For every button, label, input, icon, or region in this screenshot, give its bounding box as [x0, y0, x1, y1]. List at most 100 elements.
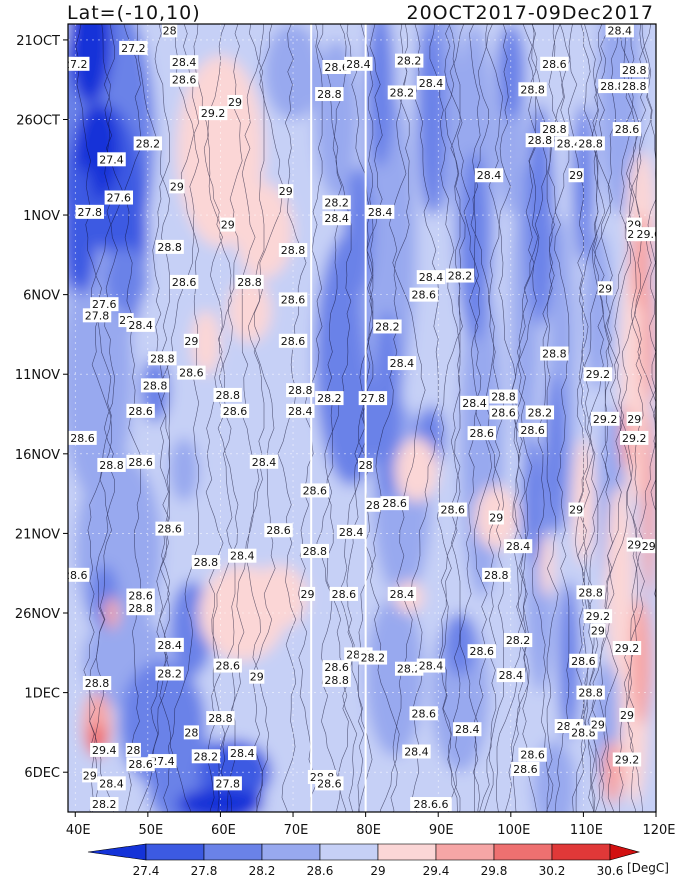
- svg-text:28.6: 28.6: [128, 589, 153, 602]
- svg-text:28.2: 28.2: [506, 634, 531, 647]
- contour-label: 28.6: [63, 567, 90, 582]
- svg-text:29.2: 29.2: [622, 432, 647, 445]
- contour-line: [297, 24, 323, 812]
- contour-label: 27.6: [90, 297, 119, 312]
- contour-label: 28.6: [278, 333, 308, 348]
- contour-label: 29: [249, 669, 265, 684]
- field-patch: [583, 230, 613, 391]
- contour-label: 28.2: [155, 666, 184, 681]
- colorbar-label: 27.8: [191, 864, 218, 878]
- svg-text:28.8: 28.8: [578, 687, 603, 700]
- contour-line: [220, 24, 265, 812]
- contour-line: [212, 24, 243, 812]
- svg-text:28.6: 28.6: [128, 405, 153, 418]
- y-tick-label: 21NOV: [15, 527, 60, 542]
- field-patch: [104, 246, 148, 311]
- contour-label: 28: [365, 497, 381, 512]
- contour-label: 28.8: [576, 136, 605, 151]
- contour-label: 28.6.6: [410, 797, 452, 812]
- svg-text:27.6: 27.6: [107, 192, 132, 205]
- svg-text:29: 29: [228, 96, 242, 109]
- svg-text:28.6: 28.6: [440, 504, 465, 517]
- contour-label: 29: [82, 768, 98, 783]
- svg-text:28.4: 28.4: [157, 639, 182, 652]
- contour-label: 28.8: [576, 685, 605, 700]
- svg-text:28.6: 28.6: [63, 569, 88, 582]
- colorbar-swatch: [203, 843, 263, 861]
- svg-text:28.6: 28.6: [281, 293, 306, 306]
- svg-text:28.4: 28.4: [462, 397, 487, 410]
- colorbar-swatch: [319, 843, 379, 861]
- svg-text:29: 29: [170, 180, 184, 193]
- field-patch: [314, 39, 359, 200]
- contour-label: 28.2: [191, 749, 221, 764]
- contour-label: 28: [125, 742, 141, 757]
- contour-label: 28.6: [540, 56, 569, 71]
- contour-line: [388, 24, 426, 812]
- svg-text:28.2: 28.2: [194, 750, 219, 763]
- contour-label: 28.6: [315, 776, 344, 791]
- svg-text:29: 29: [642, 540, 656, 553]
- svg-text:29: 29: [598, 282, 612, 295]
- field-patch: [630, 597, 653, 725]
- contour-line: [316, 24, 352, 812]
- y-tick-label: 26OCT: [16, 114, 60, 129]
- contour-label: 28.8: [235, 274, 264, 289]
- svg-text:28.8: 28.8: [157, 241, 182, 254]
- contour-label: 28.4: [503, 539, 533, 554]
- field-patch: [176, 788, 264, 812]
- svg-text:28.6.6: 28.6.6: [413, 798, 448, 811]
- contour-label: 28.4: [228, 548, 257, 563]
- contour-label: 28.4: [416, 75, 446, 90]
- contour-label: 28.8: [286, 383, 315, 398]
- svg-text:28.2: 28.2: [390, 86, 415, 99]
- svg-text:28.6: 28.6: [615, 123, 640, 136]
- contour-label: 29: [299, 586, 316, 601]
- contour-label: 28.8: [598, 79, 627, 94]
- svg-text:28.6: 28.6: [317, 777, 342, 790]
- contour-label: 29: [488, 510, 504, 525]
- svg-text:28.8: 28.8: [578, 137, 603, 150]
- contour-label: 28.8: [191, 555, 221, 570]
- contour-line: [498, 24, 526, 812]
- colorbar-swatch: [261, 843, 321, 861]
- svg-text:28.8: 28.8: [491, 391, 516, 404]
- svg-text:28: 28: [359, 459, 373, 472]
- y-axis: 21OCT 26OCT 1NOV 6NOV 11NOV 16NOV 21NOV 26NOV 1D…: [15, 34, 68, 781]
- svg-text:28.2: 28.2: [157, 668, 182, 681]
- contour-label: 28.4: [387, 356, 417, 371]
- contour-label: 28.8: [148, 351, 177, 366]
- svg-text:29: 29: [591, 718, 605, 731]
- contour-line: [626, 24, 656, 599]
- contour-label: 28: [183, 725, 200, 740]
- svg-text:28.8: 28.8: [303, 545, 328, 558]
- svg-text:28.6: 28.6: [324, 61, 349, 74]
- svg-text:28.8: 28.8: [622, 80, 647, 93]
- colorbar-swatch: [377, 843, 437, 861]
- plot-frame: [67, 23, 657, 813]
- svg-text:28.6: 28.6: [70, 432, 95, 445]
- svg-text:28.8: 28.8: [128, 602, 153, 615]
- contour-label: 28.6: [467, 426, 496, 441]
- colorbar-label: 27.4: [133, 864, 160, 878]
- contour-label: 28.6: [264, 523, 293, 538]
- field-patch: [365, 597, 424, 757]
- contour-label: 28.4: [322, 211, 351, 226]
- svg-text:27.8: 27.8: [361, 392, 386, 405]
- contour-label: 28.4: [169, 55, 199, 70]
- y-tick-label: 21OCT: [16, 34, 60, 49]
- contour-label: 28.6: [213, 658, 242, 673]
- contour-label: 28.6: [409, 287, 438, 302]
- contour-label: 28.8: [482, 567, 511, 582]
- contour-label: 29.2: [583, 367, 613, 382]
- contour-label: 29: [568, 168, 584, 183]
- contour-line: [483, 24, 504, 812]
- svg-text:28.6: 28.6: [571, 655, 596, 668]
- svg-text:28.4: 28.4: [230, 747, 255, 760]
- svg-text:28.2: 28.2: [375, 320, 400, 333]
- contour-line: [358, 24, 410, 812]
- contour-line: [137, 24, 170, 812]
- svg-text:28.6: 28.6: [324, 661, 349, 674]
- contour-label: 27.2: [68, 56, 90, 71]
